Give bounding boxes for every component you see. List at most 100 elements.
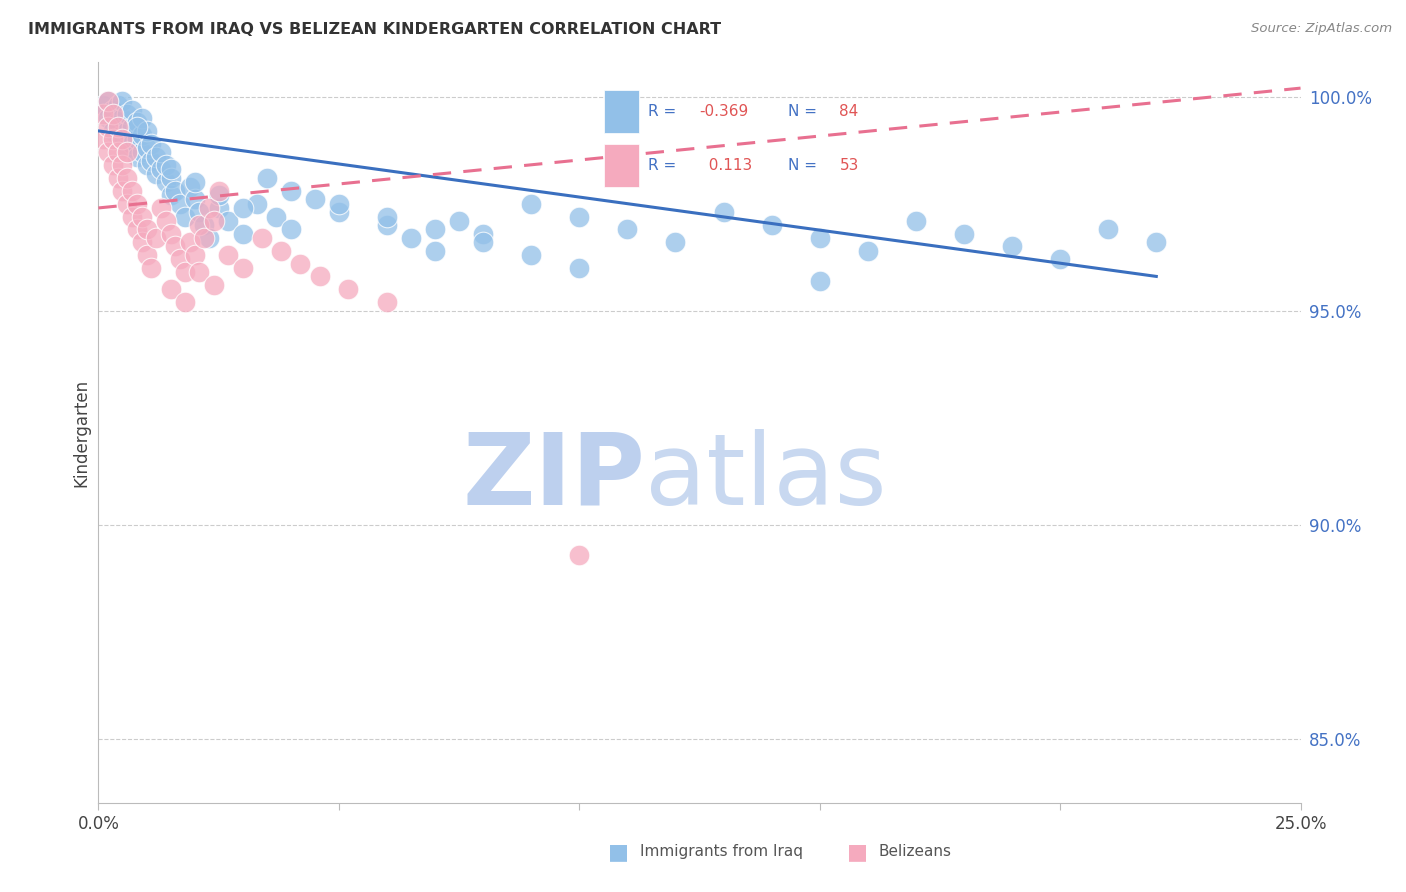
Point xyxy=(107,120,129,134)
Point xyxy=(174,295,197,310)
Point xyxy=(159,162,181,177)
Point xyxy=(97,145,120,160)
Point xyxy=(159,227,181,241)
Point xyxy=(149,162,172,177)
Point xyxy=(664,235,686,250)
Point xyxy=(111,184,134,198)
Point xyxy=(97,94,120,108)
Point xyxy=(125,120,148,134)
Point xyxy=(1001,239,1024,253)
Point xyxy=(91,107,114,121)
Point xyxy=(125,196,148,211)
Point xyxy=(169,196,191,211)
Point xyxy=(250,231,273,245)
Point xyxy=(131,210,153,224)
Point xyxy=(141,153,163,168)
Point xyxy=(208,184,231,198)
Point xyxy=(568,260,591,275)
Point xyxy=(183,175,205,189)
Point xyxy=(183,248,205,262)
Point xyxy=(91,132,114,146)
Point xyxy=(141,136,163,151)
Point xyxy=(208,188,231,202)
Point xyxy=(101,158,124,172)
Point xyxy=(808,274,831,288)
Point xyxy=(232,201,254,215)
Point xyxy=(107,171,129,186)
Point xyxy=(125,132,148,146)
Point xyxy=(472,227,495,241)
Point xyxy=(135,124,157,138)
Point xyxy=(280,184,302,198)
Point xyxy=(423,222,446,236)
Point xyxy=(121,136,143,151)
Point xyxy=(131,145,153,160)
Point xyxy=(125,115,148,129)
Point xyxy=(1097,222,1119,236)
Point xyxy=(149,201,172,215)
Point xyxy=(375,218,398,232)
Point xyxy=(111,94,134,108)
Point xyxy=(270,244,292,258)
Text: ■: ■ xyxy=(609,842,628,862)
Point xyxy=(193,231,215,245)
Point xyxy=(337,282,360,296)
Point xyxy=(520,248,543,262)
Point xyxy=(155,175,177,189)
Point xyxy=(131,128,153,143)
Point xyxy=(217,214,239,228)
Point xyxy=(149,145,172,160)
Point xyxy=(328,196,350,211)
Point xyxy=(568,548,591,562)
Point xyxy=(145,150,167,164)
Point xyxy=(183,193,205,207)
Point xyxy=(246,196,269,211)
Point xyxy=(117,196,139,211)
Text: Immigrants from Iraq: Immigrants from Iraq xyxy=(640,845,803,859)
Point xyxy=(188,205,211,219)
Point xyxy=(107,145,129,160)
Point xyxy=(107,115,129,129)
Point xyxy=(97,111,120,125)
Point xyxy=(101,124,124,138)
Point xyxy=(159,188,181,202)
Point xyxy=(280,222,302,236)
Point xyxy=(145,167,167,181)
Point xyxy=(904,214,927,228)
Point xyxy=(125,150,148,164)
Point xyxy=(713,205,735,219)
Point xyxy=(174,210,197,224)
Point xyxy=(141,260,163,275)
Point xyxy=(159,171,181,186)
Point xyxy=(198,231,221,245)
Point xyxy=(117,124,139,138)
Point xyxy=(155,214,177,228)
Point xyxy=(188,218,211,232)
Point xyxy=(125,222,148,236)
Point xyxy=(290,256,312,270)
Point xyxy=(131,235,153,250)
Point xyxy=(188,265,211,279)
Point xyxy=(165,239,187,253)
Point xyxy=(91,98,114,112)
Text: ■: ■ xyxy=(848,842,868,862)
Text: Belizeans: Belizeans xyxy=(879,845,952,859)
Point xyxy=(97,94,120,108)
Point xyxy=(266,210,288,224)
Point xyxy=(568,210,591,224)
Point xyxy=(117,171,139,186)
Point xyxy=(121,103,143,117)
Point xyxy=(208,201,231,215)
Point xyxy=(1049,252,1071,267)
Point xyxy=(953,227,976,241)
Point xyxy=(174,265,197,279)
Text: ZIP: ZIP xyxy=(463,428,645,525)
Point xyxy=(135,248,157,262)
Point xyxy=(101,103,124,117)
Point xyxy=(121,210,143,224)
Text: Source: ZipAtlas.com: Source: ZipAtlas.com xyxy=(1251,22,1392,36)
Point xyxy=(135,222,157,236)
Point xyxy=(97,120,120,134)
Point xyxy=(616,222,638,236)
Point xyxy=(169,252,191,267)
